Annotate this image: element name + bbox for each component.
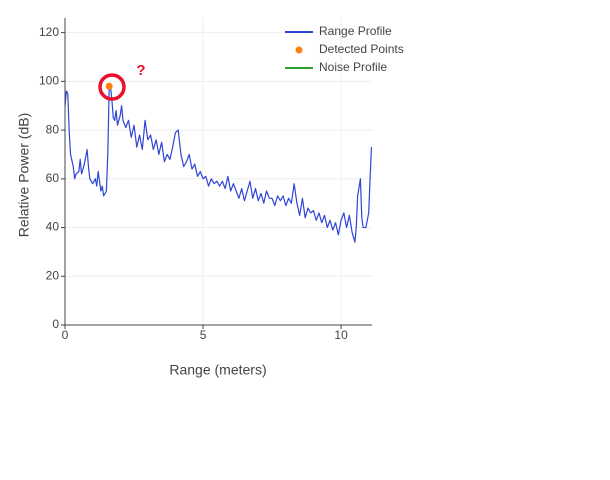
legend-label[interactable]: Noise Profile <box>319 60 387 74</box>
x-tick-label: 10 <box>334 328 348 342</box>
y-tick-label: 80 <box>46 122 60 136</box>
y-tick-label: 100 <box>39 74 59 88</box>
detected-point <box>105 82 113 90</box>
y-tick-label: 120 <box>39 25 59 39</box>
x-tick-label: 0 <box>62 328 69 342</box>
legend-label[interactable]: Range Profile <box>319 24 392 38</box>
x-tick-label: 5 <box>200 328 207 342</box>
legend-marker <box>295 46 303 54</box>
annotation: ? <box>136 62 145 79</box>
highlight-circle <box>98 73 126 101</box>
y-tick-label: 40 <box>46 220 60 234</box>
legend-label[interactable]: Detected Points <box>319 42 404 56</box>
y-tick-label: 20 <box>46 268 60 282</box>
series-line <box>65 85 372 243</box>
plot-area <box>65 82 372 243</box>
y-tick-label: 60 <box>46 171 60 185</box>
y-axis-title: Relative Power (dB) <box>16 113 32 238</box>
x-axis-title: Range (meters) <box>169 362 266 378</box>
y-tick-label: 0 <box>52 317 59 331</box>
legend[interactable]: Range Profile Detected Points Noise Profil… <box>285 24 404 74</box>
